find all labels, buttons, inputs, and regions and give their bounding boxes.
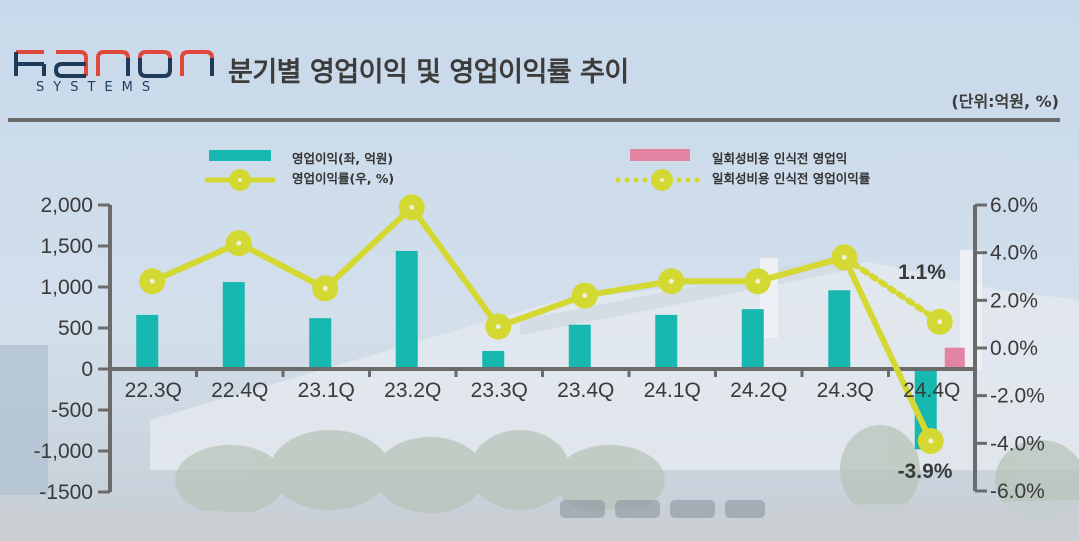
operating-profit-bar [222, 282, 245, 369]
operating-profit-bar [395, 250, 418, 369]
category-label: 24.1Q [644, 379, 701, 402]
operating-profit-bar [655, 314, 678, 369]
legend-label-margin: 영업이익률(우, %) [292, 171, 395, 186]
adjusted-margin-annotation: 1.1% [898, 261, 946, 284]
category-label: 23.1Q [298, 379, 355, 402]
operating-margin-line [151, 204, 934, 443]
category-label: 22.4Q [211, 379, 268, 402]
left-axis-tick-label: 500 [58, 317, 93, 340]
left-axis-tick-label: -500 [51, 399, 93, 422]
bar-series [136, 250, 965, 450]
header: SYSTEMS 분기별 영업이익 및 영업이익률 추이 (단위:억원, %) [0, 0, 1079, 125]
operating-profit-bar [309, 318, 332, 369]
annotations: 1.1% -3.9% [898, 261, 953, 483]
operating-profit-bar [568, 324, 591, 369]
operating-profit-bar [136, 314, 159, 369]
right-axis-tick-label: -2.0% [990, 385, 1045, 408]
right-axis-tick-label: 6.0% [990, 194, 1038, 217]
left-axis-tick-label: 1,000 [40, 276, 93, 299]
right-axis-tick-label: 2.0% [990, 289, 1038, 312]
legend-swatch-margin-line [205, 169, 275, 191]
legend-label-operating-profit: 영업이익(좌, 억원) [292, 151, 394, 166]
category-label: 22.3Q [125, 379, 182, 402]
left-axis-tick-label: 1,500 [40, 235, 93, 258]
legend-swatch-adjusted-profit [630, 149, 690, 161]
hanon-logo-mark [14, 50, 214, 78]
left-axis: 2,000 1,500 1,000 500 0 -500 -1,000 -1500 [33, 194, 112, 504]
legend-label-adjusted-profit: 일회성비용 인식전 영업익 [712, 151, 848, 166]
left-axis-tick-label: -1,000 [33, 440, 93, 463]
category-label: 24.4Q [903, 379, 960, 402]
right-axis-tick-label: -4.0% [990, 432, 1045, 455]
unit-label: (단위:억원, %) [951, 92, 1059, 111]
legend-swatch-adjusted-margin-dotted [615, 169, 700, 191]
category-label: 23.3Q [471, 379, 528, 402]
category-label: 24.3Q [817, 379, 874, 402]
category-label: 23.4Q [557, 379, 614, 402]
line-series [139, 194, 953, 454]
hanon-systems-logo: SYSTEMS [14, 44, 214, 99]
operating-profit-bar [741, 309, 764, 369]
category-label: 23.2Q [384, 379, 441, 402]
operating-profit-bar [482, 350, 505, 369]
left-axis-tick-label: -1500 [39, 481, 93, 504]
adjusted-margin-dotted-line [841, 254, 943, 325]
right-axis-tick-label: 4.0% [990, 242, 1038, 265]
left-axis-tick-label: 2,000 [40, 194, 93, 217]
category-labels: 22.3Q 22.4Q 23.1Q 23.2Q 23.3Q 23.4Q 24.1Q 24.2Q… [125, 379, 961, 402]
legend-label-adjusted-margin: 일회성비용 인식전 영업이익률 [712, 171, 871, 186]
right-axis-tick-label: -6.0% [990, 480, 1045, 503]
category-label: 24.2Q [730, 379, 787, 402]
header-divider [8, 118, 1060, 122]
right-axis-tick-label: 0.0% [990, 337, 1038, 360]
adjusted-profit-bar [944, 347, 965, 369]
x-axis [110, 367, 975, 377]
logo-subtitle: SYSTEMS [36, 80, 160, 95]
page-title: 분기별 영업이익 및 영업이익률 추이 [228, 57, 629, 88]
legend-swatch-operating-profit [209, 150, 271, 161]
margin-annotation: -3.9% [898, 460, 953, 483]
right-axis: 6.0% 4.0% 2.0% 0.0% -2.0% -4.0% -6.0% [973, 194, 1045, 503]
left-axis-tick-label: 0 [81, 358, 93, 381]
operating-profit-bar [828, 290, 851, 369]
